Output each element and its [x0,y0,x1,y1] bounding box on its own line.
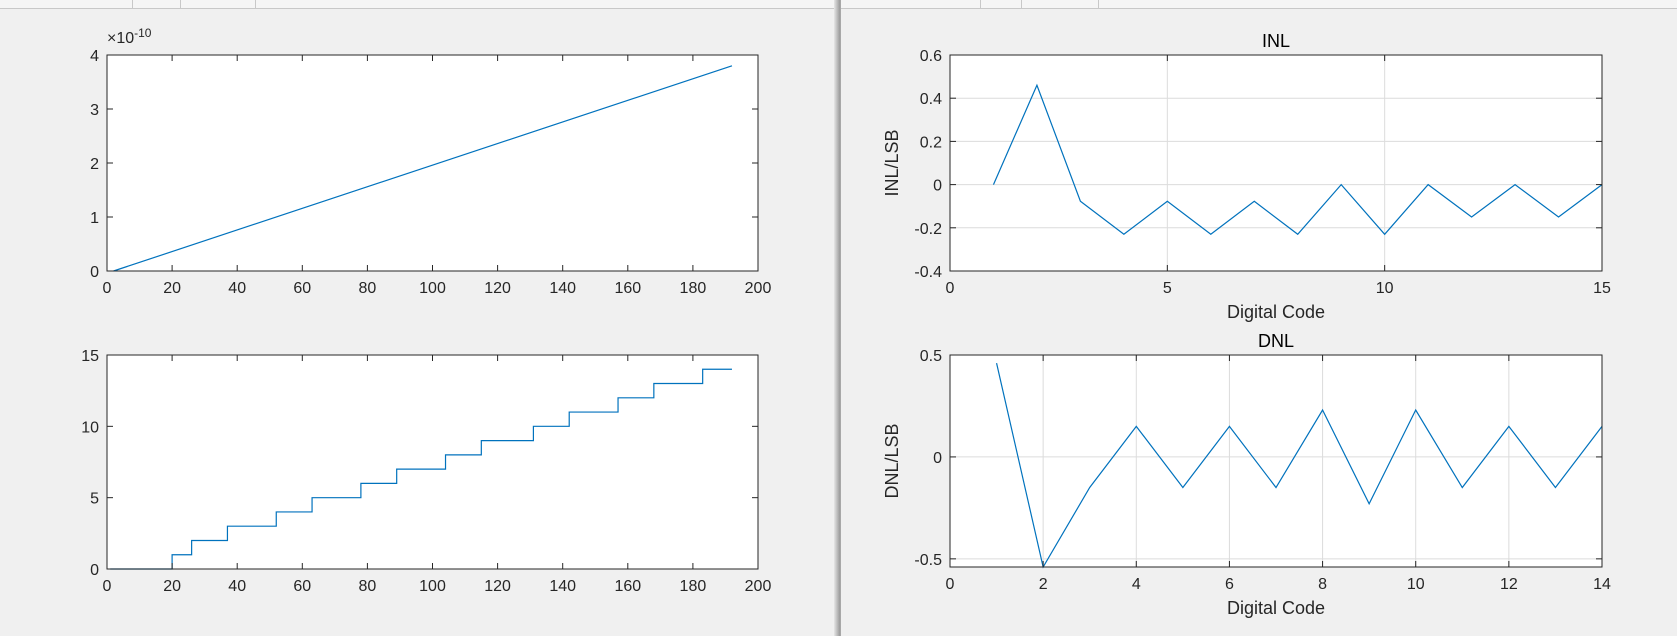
y-axis-label: INL/LSB [882,129,902,196]
toolbar-separator [1098,0,1099,8]
y-tick-label: 0.4 [920,91,942,108]
x-tick-label: 10 [1376,280,1394,297]
x-tick-label: 8 [1318,576,1327,593]
x-tick-label: 40 [228,578,246,595]
x-tick-label: 12 [1500,576,1518,593]
x-tick-label: 100 [419,578,446,595]
figure-toolbar-strip [0,0,838,9]
y-tick-label: 10 [81,419,99,436]
axes-box [949,54,1603,272]
y-tick-label: 0 [933,450,942,467]
y-tick-label: 2 [90,156,99,173]
x-tick-label: 0 [946,280,955,297]
figure-canvas-right: 0 5 10 15 -0.4 -0.2 0 0.2 0.4 0.6 INL Digital Code I… [882,31,1611,618]
toolbar-separator [180,0,181,8]
chart-title: DNL [1258,331,1294,351]
y-axis-exponent: ×10-10 [107,26,152,47]
x-tick-label: 120 [484,578,511,595]
x-tick-label: 4 [1132,576,1141,593]
x-tick-label: 60 [293,578,311,595]
toolbar-separator [255,0,256,8]
y-tick-label: -0.2 [914,221,942,238]
x-tick-label: 20 [163,578,181,595]
x-tick-label: 6 [1225,576,1234,593]
x-tick-label: 160 [614,280,641,297]
figure-window-left: 0 20 40 60 80 100 120 140 160 180 200 0 1 2 3 4 ×10-10 0… [0,0,838,636]
series-line [113,65,733,272]
x-tick-label: 80 [359,578,377,595]
x-tick-label: 200 [745,578,772,595]
toolbar-separator [1021,0,1022,8]
series-line [110,368,732,570]
x-tick-label: 0 [103,280,112,297]
x-tick-label: 15 [1593,280,1611,297]
x-tick-label: 20 [163,280,181,297]
y-tick-label: 0 [90,264,99,281]
x-axis-label: Digital Code [1227,598,1325,618]
plot-area [107,355,758,569]
y-tick-label: 15 [81,348,99,365]
plot-area [950,355,1602,567]
x-tick-label: 180 [680,280,707,297]
toolbar-separator [132,0,133,8]
y-tick-label: 0 [933,178,942,195]
series-line [992,83,1603,236]
x-tick-label: 60 [293,280,311,297]
axes-box [949,354,1603,568]
x-tick-label: 120 [484,280,511,297]
plot-area [107,55,758,271]
axes-ramp[interactable]: 0 20 40 60 80 100 120 140 160 180 200 0 1 2 3 4 ×10-10 [90,26,771,297]
y-tick-label: 0.6 [920,48,942,65]
toolbar-separator [980,0,981,8]
x-tick-label: 140 [549,280,576,297]
x-tick-label: 100 [419,280,446,297]
x-tick-label: 180 [680,578,707,595]
window-divider [834,0,840,636]
x-tick-label: 14 [1593,576,1611,593]
axes-inl[interactable]: 0 5 10 15 -0.4 -0.2 0 0.2 0.4 0.6 INL Digital Code I… [882,31,1611,322]
x-tick-label: 40 [228,280,246,297]
chart-title: INL [1262,31,1290,51]
y-tick-label: 0.2 [920,134,942,151]
x-tick-label: 80 [359,280,377,297]
x-tick-label: 2 [1039,576,1048,593]
y-tick-label: 0 [90,562,99,579]
x-tick-label: 5 [1163,280,1172,297]
y-tick-label: -0.5 [914,552,942,569]
y-tick-label: 4 [90,48,99,65]
figure-toolbar-strip [841,0,1677,9]
y-tick-label: 0.5 [920,348,942,365]
y-axis-label: DNL/LSB [882,423,902,498]
x-tick-label: 140 [549,578,576,595]
x-tick-label: 0 [103,578,112,595]
y-tick-label: 1 [90,210,99,227]
x-axis-label: Digital Code [1227,302,1325,322]
y-tick-label: 3 [90,102,99,119]
x-tick-label: 0 [946,576,955,593]
plot-area [950,55,1602,271]
y-tick-label: -0.4 [914,264,942,281]
figure-window-right: 0 5 10 15 -0.4 -0.2 0 0.2 0.4 0.6 INL Digital Code I… [840,0,1677,636]
x-tick-label: 200 [745,280,772,297]
axes-staircase[interactable]: 0 20 40 60 80 100 120 140 160 180 200 0 5 10 15 [81,348,771,595]
y-tick-label: 5 [90,491,99,508]
series-line [995,363,1603,569]
x-tick-label: 10 [1407,576,1425,593]
x-tick-label: 160 [614,578,641,595]
